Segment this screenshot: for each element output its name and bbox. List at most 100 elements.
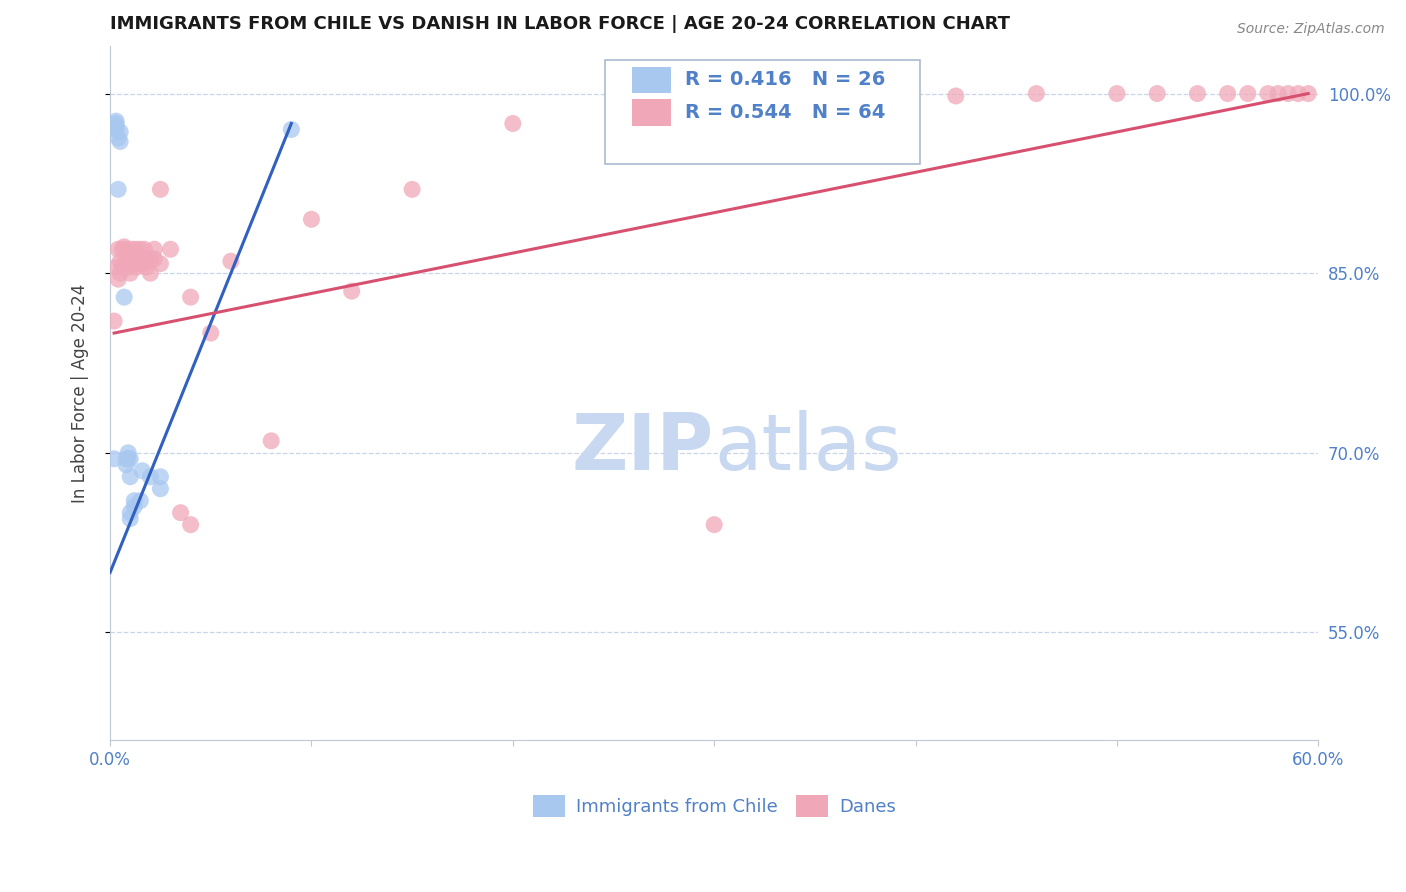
Point: [1236, 87, 1258, 101]
Point: [1216, 87, 1239, 101]
Point: [219, 254, 242, 268]
Point: [111, 242, 134, 256]
Point: [1296, 87, 1319, 101]
Text: atlas: atlas: [714, 410, 901, 486]
Point: [200, 326, 222, 340]
Point: [131, 257, 153, 271]
Text: R = 0.544   N = 64: R = 0.544 N = 64: [685, 103, 886, 122]
Point: [149, 182, 172, 196]
Point: [120, 451, 142, 466]
Point: [108, 125, 131, 139]
Point: [1286, 87, 1309, 101]
Bar: [633, 67, 671, 93]
Y-axis label: In Labor Force | Age 20-24: In Labor Force | Age 20-24: [72, 284, 89, 502]
Text: Source: ZipAtlas.com: Source: ZipAtlas.com: [1237, 22, 1385, 37]
Point: [280, 122, 302, 136]
Point: [149, 257, 172, 271]
Point: [1277, 87, 1299, 101]
Point: [105, 120, 128, 134]
Point: [120, 506, 142, 520]
Point: [131, 464, 153, 478]
Point: [401, 182, 423, 196]
Point: [129, 257, 152, 271]
Point: [122, 257, 145, 271]
Point: [134, 242, 156, 256]
Point: [120, 511, 142, 525]
Point: [108, 254, 131, 268]
Point: [115, 242, 138, 256]
Point: [865, 87, 887, 101]
Point: [260, 434, 283, 448]
Point: [1025, 87, 1047, 101]
Point: [117, 260, 139, 275]
Point: [117, 451, 139, 466]
Point: [1257, 87, 1279, 101]
FancyBboxPatch shape: [606, 60, 920, 164]
Point: [139, 469, 162, 483]
Point: [122, 493, 145, 508]
Point: [108, 135, 131, 149]
Point: [129, 493, 152, 508]
Legend: Immigrants from Chile, Danes: Immigrants from Chile, Danes: [526, 788, 903, 824]
Point: [1146, 87, 1168, 101]
Point: [602, 98, 624, 112]
Point: [301, 212, 323, 227]
Point: [108, 266, 131, 280]
Text: IMMIGRANTS FROM CHILE VS DANISH IN LABOR FORCE | AGE 20-24 CORRELATION CHART: IMMIGRANTS FROM CHILE VS DANISH IN LABOR…: [110, 15, 1010, 33]
Point: [105, 114, 128, 128]
Point: [135, 254, 157, 268]
Point: [180, 517, 202, 532]
Point: [107, 272, 129, 286]
Point: [502, 116, 524, 130]
Point: [149, 469, 172, 483]
Point: [180, 290, 202, 304]
Point: [103, 451, 125, 466]
Point: [139, 252, 162, 266]
Point: [112, 240, 135, 254]
Point: [115, 451, 138, 466]
Point: [120, 469, 142, 483]
Point: [120, 266, 142, 280]
Point: [125, 260, 148, 275]
Point: [121, 242, 143, 256]
Point: [703, 517, 725, 532]
Point: [120, 254, 142, 268]
Point: [139, 266, 162, 280]
Point: [149, 482, 172, 496]
Point: [131, 252, 153, 266]
Point: [115, 252, 138, 266]
Text: R = 0.416   N = 26: R = 0.416 N = 26: [685, 70, 886, 89]
Point: [107, 242, 129, 256]
Point: [945, 89, 967, 103]
Point: [804, 93, 827, 107]
Point: [112, 290, 135, 304]
Point: [103, 314, 125, 328]
Point: [121, 252, 143, 266]
Point: [111, 260, 134, 275]
Point: [107, 182, 129, 196]
Point: [127, 248, 149, 262]
Point: [1267, 87, 1289, 101]
Point: [105, 260, 128, 275]
Point: [127, 252, 149, 266]
Point: [112, 257, 135, 271]
Point: [159, 242, 181, 256]
Point: [122, 500, 145, 514]
Point: [135, 260, 157, 275]
Point: [122, 252, 145, 266]
Point: [1105, 87, 1128, 101]
Point: [105, 122, 128, 136]
Point: [340, 284, 363, 298]
Point: [169, 506, 191, 520]
Point: [115, 458, 138, 472]
Point: [105, 116, 128, 130]
Point: [143, 242, 166, 256]
Point: [117, 446, 139, 460]
Point: [107, 131, 129, 145]
Point: [117, 252, 139, 266]
Point: [125, 242, 148, 256]
Point: [1187, 87, 1209, 101]
Point: [143, 252, 166, 266]
Point: [129, 242, 152, 256]
Bar: [633, 99, 671, 126]
